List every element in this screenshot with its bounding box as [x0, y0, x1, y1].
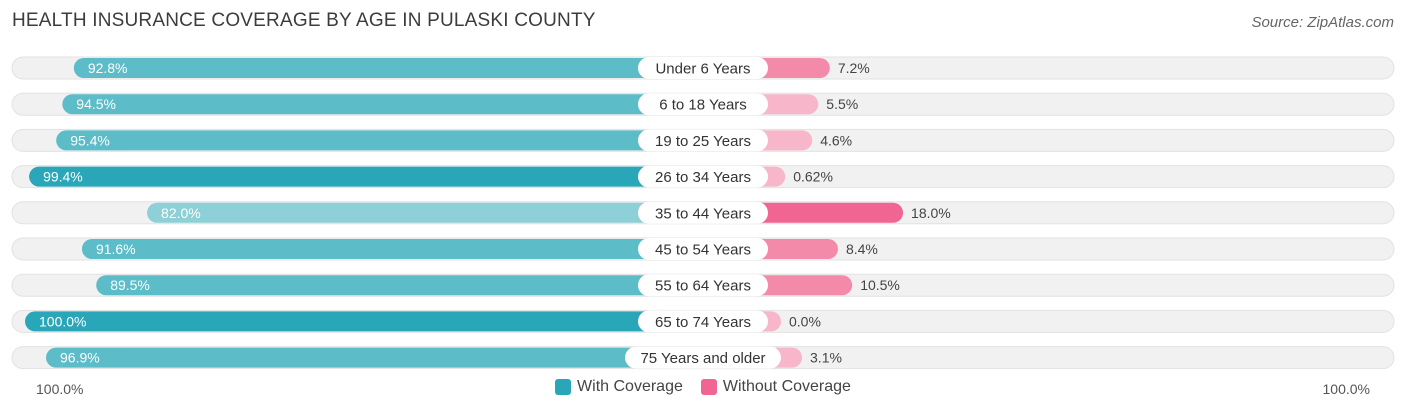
value-label-without: 7.2%: [838, 60, 870, 76]
bar-with-coverage: [147, 202, 704, 223]
value-label-with: 94.5%: [76, 96, 116, 112]
bar-with-coverage: [81, 239, 703, 259]
legend-label-without: Without Coverage: [722, 378, 851, 395]
value-label-with: 96.9%: [60, 350, 100, 366]
value-label-without: 3.1%: [810, 350, 842, 366]
category-label: 26 to 34 Years: [655, 169, 751, 186]
legend-swatch-with: [555, 379, 572, 395]
value-label-with: 99.4%: [43, 169, 83, 185]
chart-title: HEALTH INSURANCE COVERAGE BY AGE IN PULA…: [12, 10, 596, 31]
bar-with-coverage: [56, 130, 704, 151]
category-label-box: [638, 165, 768, 188]
category-label: 55 to 64 Years: [655, 278, 751, 295]
axis-right-label: 100.0%: [1322, 381, 1370, 397]
category-label: 45 to 54 Years: [655, 242, 751, 259]
value-label-with: 92.8%: [88, 60, 128, 76]
value-label-with: 91.6%: [96, 241, 136, 257]
category-label-box: [638, 201, 768, 224]
bar-with-coverage: [96, 275, 703, 296]
category-label-box: [638, 129, 768, 152]
bar-with-coverage: [25, 311, 703, 332]
axis-left-label: 100.0%: [36, 381, 84, 397]
category-label-box: [638, 274, 768, 297]
value-label-with: 100.0%: [39, 313, 86, 329]
category-label: 6 to 18 Years: [659, 97, 747, 114]
value-label-without: 8.4%: [846, 241, 878, 257]
value-label-without: 10.5%: [860, 277, 900, 293]
legend-item-with-coverage[interactable]: With Coverage: [555, 378, 683, 396]
category-label-box: [638, 93, 768, 116]
category-label-box: [638, 57, 768, 79]
value-label-with: 82.0%: [161, 205, 201, 221]
value-label-without: 0.62%: [793, 169, 833, 185]
value-label-without: 0.0%: [789, 313, 821, 329]
category-label: Under 6 Years: [655, 61, 750, 78]
category-label-box: [638, 310, 768, 333]
chart-svg: Under 6 Years 92.8% 7.2% 6 to 18 Years 94.5%…: [11, 56, 1395, 370]
legend-swatch-without: [700, 379, 717, 395]
category-label-box: [638, 238, 768, 260]
value-label-without: 18.0%: [911, 205, 951, 221]
value-label-with: 89.5%: [110, 277, 150, 293]
legend-item-without-coverage[interactable]: Without Coverage: [700, 378, 851, 396]
value-label-without: 5.5%: [826, 96, 858, 112]
category-label: 19 to 25 Years: [655, 133, 751, 150]
bar-with-coverage: [46, 347, 703, 368]
bar-with-coverage: [29, 166, 704, 187]
value-label-with: 95.4%: [70, 132, 110, 148]
source-credit: Source: ZipAtlas.com: [1251, 14, 1394, 31]
category-label-box: [625, 346, 781, 369]
bar-with-coverage: [62, 94, 704, 115]
bar-with-coverage: [73, 58, 704, 78]
value-label-without: 4.6%: [820, 132, 852, 148]
category-label: 65 to 74 Years: [655, 314, 751, 331]
legend-label-with: With Coverage: [577, 378, 683, 395]
legend: With Coverage Without Coverage: [0, 378, 1406, 396]
category-label: 35 to 44 Years: [655, 205, 751, 222]
category-label: 75 Years and older: [640, 350, 765, 367]
